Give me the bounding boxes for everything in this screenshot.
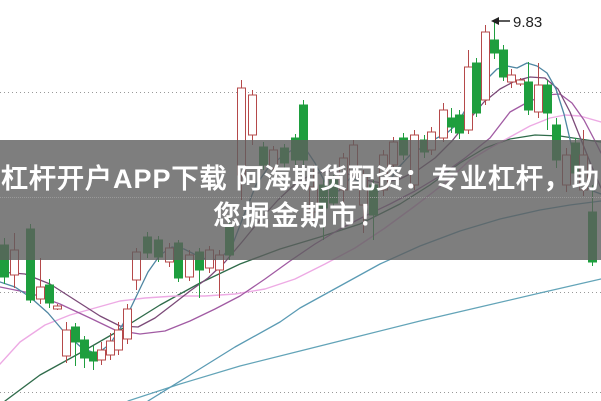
candle xyxy=(524,62,533,115)
ad-banner[interactable] xyxy=(0,140,601,260)
arrow-left-icon xyxy=(491,17,499,25)
candle xyxy=(534,63,543,118)
ma-lavender xyxy=(0,114,601,365)
candle xyxy=(123,304,132,344)
candle xyxy=(89,346,98,370)
candle xyxy=(71,323,80,366)
candle xyxy=(481,25,490,105)
gridline xyxy=(0,197,601,198)
candle xyxy=(455,110,464,139)
price-annotation-label: 9.83 xyxy=(513,14,542,31)
candle xyxy=(248,90,257,145)
ad-banner-line2: 您掘金期市！ xyxy=(213,201,388,231)
candle xyxy=(97,342,106,365)
candle xyxy=(490,20,499,59)
candle xyxy=(45,279,54,308)
ma-long-cyan-b xyxy=(127,278,601,401)
candle xyxy=(62,322,71,363)
candle xyxy=(53,304,62,310)
candle xyxy=(472,58,481,117)
candle xyxy=(499,45,508,81)
candle xyxy=(543,80,552,130)
candle xyxy=(439,103,448,142)
candle xyxy=(447,108,456,133)
candle xyxy=(464,50,473,134)
candle xyxy=(114,322,123,355)
ad-banner-text: 杠杆开户APP下载 阿海期货配资：专业杠杆，助 您掘金期市！ xyxy=(0,140,601,260)
ad-banner-line1: 杠杆开户APP下载 阿海期货配资：专业杠杆，助 xyxy=(0,164,601,194)
candle xyxy=(36,258,45,304)
candle xyxy=(80,336,89,368)
candle xyxy=(507,69,516,88)
price-annotation: 9.83 xyxy=(491,14,542,31)
